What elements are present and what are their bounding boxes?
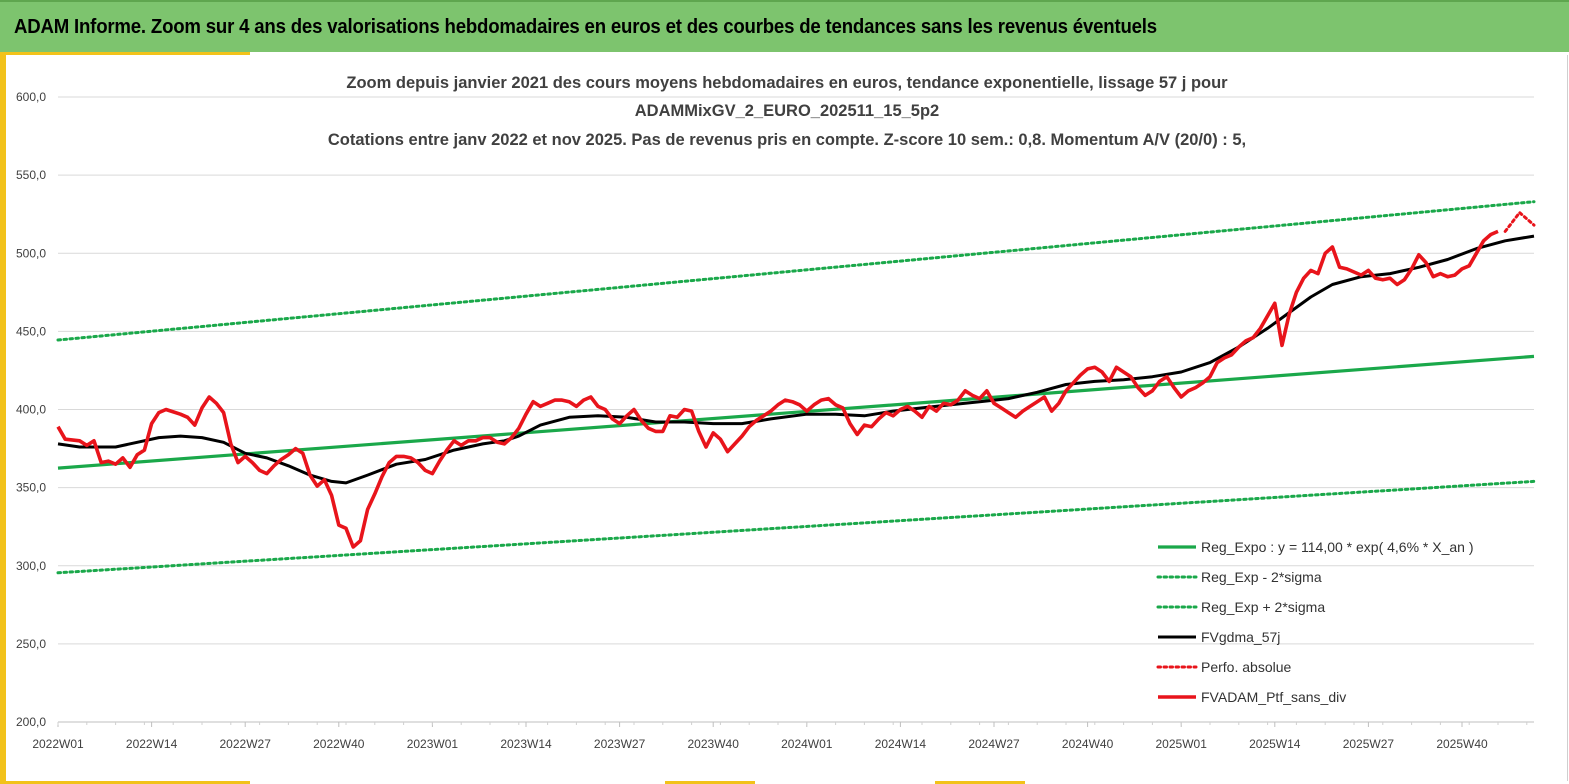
- x-tick-label: 2024W27: [968, 737, 1020, 751]
- axes: 200,0 250,0 300,0 350,0 400,0 450,0 500,0 550,0…: [16, 90, 1534, 751]
- x-tick-label: 2023W14: [500, 737, 552, 751]
- legend-entry-label: Perfo. absolue: [1201, 659, 1291, 675]
- legend-entry-label: Reg_Exp + 2*sigma: [1201, 599, 1325, 615]
- chart-title-line: ADAMMixGV_2_EURO_202511_15_5p2: [635, 102, 940, 120]
- x-tick-label: 2025W40: [1436, 737, 1488, 751]
- series-layer: [56, 200, 1536, 575]
- series-line-reg-exp-2-sigma: [56, 479, 1536, 575]
- x-tick-label: 2022W14: [126, 737, 178, 751]
- accent-border-bottom: [665, 781, 755, 784]
- x-tick-label: 2022W40: [313, 737, 365, 751]
- legend-entry-label: FVADAM_Ptf_sans_div: [1201, 689, 1346, 705]
- series-line-reg-exp-2-sigma: [56, 200, 1536, 342]
- legend: Reg_Expo : y = 114,00 * exp( 4,6% * X_an…: [1156, 539, 1474, 705]
- accent-border-left: [0, 52, 6, 784]
- chart-title-line: Zoom depuis janvier 2021 des cours moyen…: [346, 74, 1228, 92]
- y-tick-label: 400,0: [16, 403, 46, 417]
- x-tick-label: 2024W14: [875, 737, 927, 751]
- x-tick-label: 2025W27: [1343, 737, 1395, 751]
- x-tick-label: 2023W40: [688, 737, 740, 751]
- x-tick-label: 2022W27: [220, 737, 272, 751]
- legend-entry-label: Reg_Exp - 2*sigma: [1201, 569, 1322, 585]
- x-tick-label: 2023W27: [594, 737, 646, 751]
- chart-title-line: Cotations entre janv 2022 et nov 2025. P…: [328, 131, 1246, 149]
- legend-entry-label: FVgdma_57j: [1201, 629, 1280, 645]
- y-tick-label: 550,0: [16, 168, 46, 182]
- x-tick-label: 2024W01: [781, 737, 833, 751]
- accent-border-bottom: [0, 781, 250, 784]
- y-tick-label: 450,0: [16, 324, 46, 338]
- x-tick-label: 2022W01: [32, 737, 84, 751]
- page-title: ADAM Informe. Zoom sur 4 ans des valoris…: [14, 16, 1157, 38]
- series-line-fvadam-ptf-sans-div: [56, 229, 1499, 549]
- y-tick-label: 600,0: [16, 90, 46, 104]
- x-tick-label: 2023W01: [407, 737, 459, 751]
- accent-border-bottom: [935, 781, 1025, 784]
- chart-frame: 200,0 250,0 300,0 350,0 400,0 450,0 500,0 550,0…: [6, 55, 1568, 781]
- header-banner: ADAM Informe. Zoom sur 4 ans des valoris…: [0, 0, 1569, 52]
- y-tick-label: 500,0: [16, 246, 46, 260]
- y-tick-label: 200,0: [16, 715, 46, 729]
- series-line-reg-expo-y-114-00-exp-4-6-x-an: [57, 354, 1535, 470]
- accent-border-top: [0, 52, 250, 55]
- x-tick-label: 2025W14: [1249, 737, 1301, 751]
- x-tick-label: 2025W01: [1156, 737, 1208, 751]
- line-chart: 200,0 250,0 300,0 350,0 400,0 450,0 500,0 550,0…: [16, 74, 1536, 751]
- x-tick-label: 2024W40: [1062, 737, 1114, 751]
- series-line-fvgdma-57j: [57, 234, 1535, 485]
- y-tick-label: 350,0: [16, 481, 46, 495]
- y-tick-label: 300,0: [16, 559, 46, 573]
- y-tick-label: 250,0: [16, 637, 46, 651]
- series-line-perfo-absolue: [1503, 211, 1536, 233]
- legend-entry-label: Reg_Expo : y = 114,00 * exp( 4,6% * X_an…: [1201, 539, 1474, 555]
- gridlines: [58, 96, 1534, 645]
- chart-title: Zoom depuis janvier 2021 des cours moyen…: [328, 74, 1246, 149]
